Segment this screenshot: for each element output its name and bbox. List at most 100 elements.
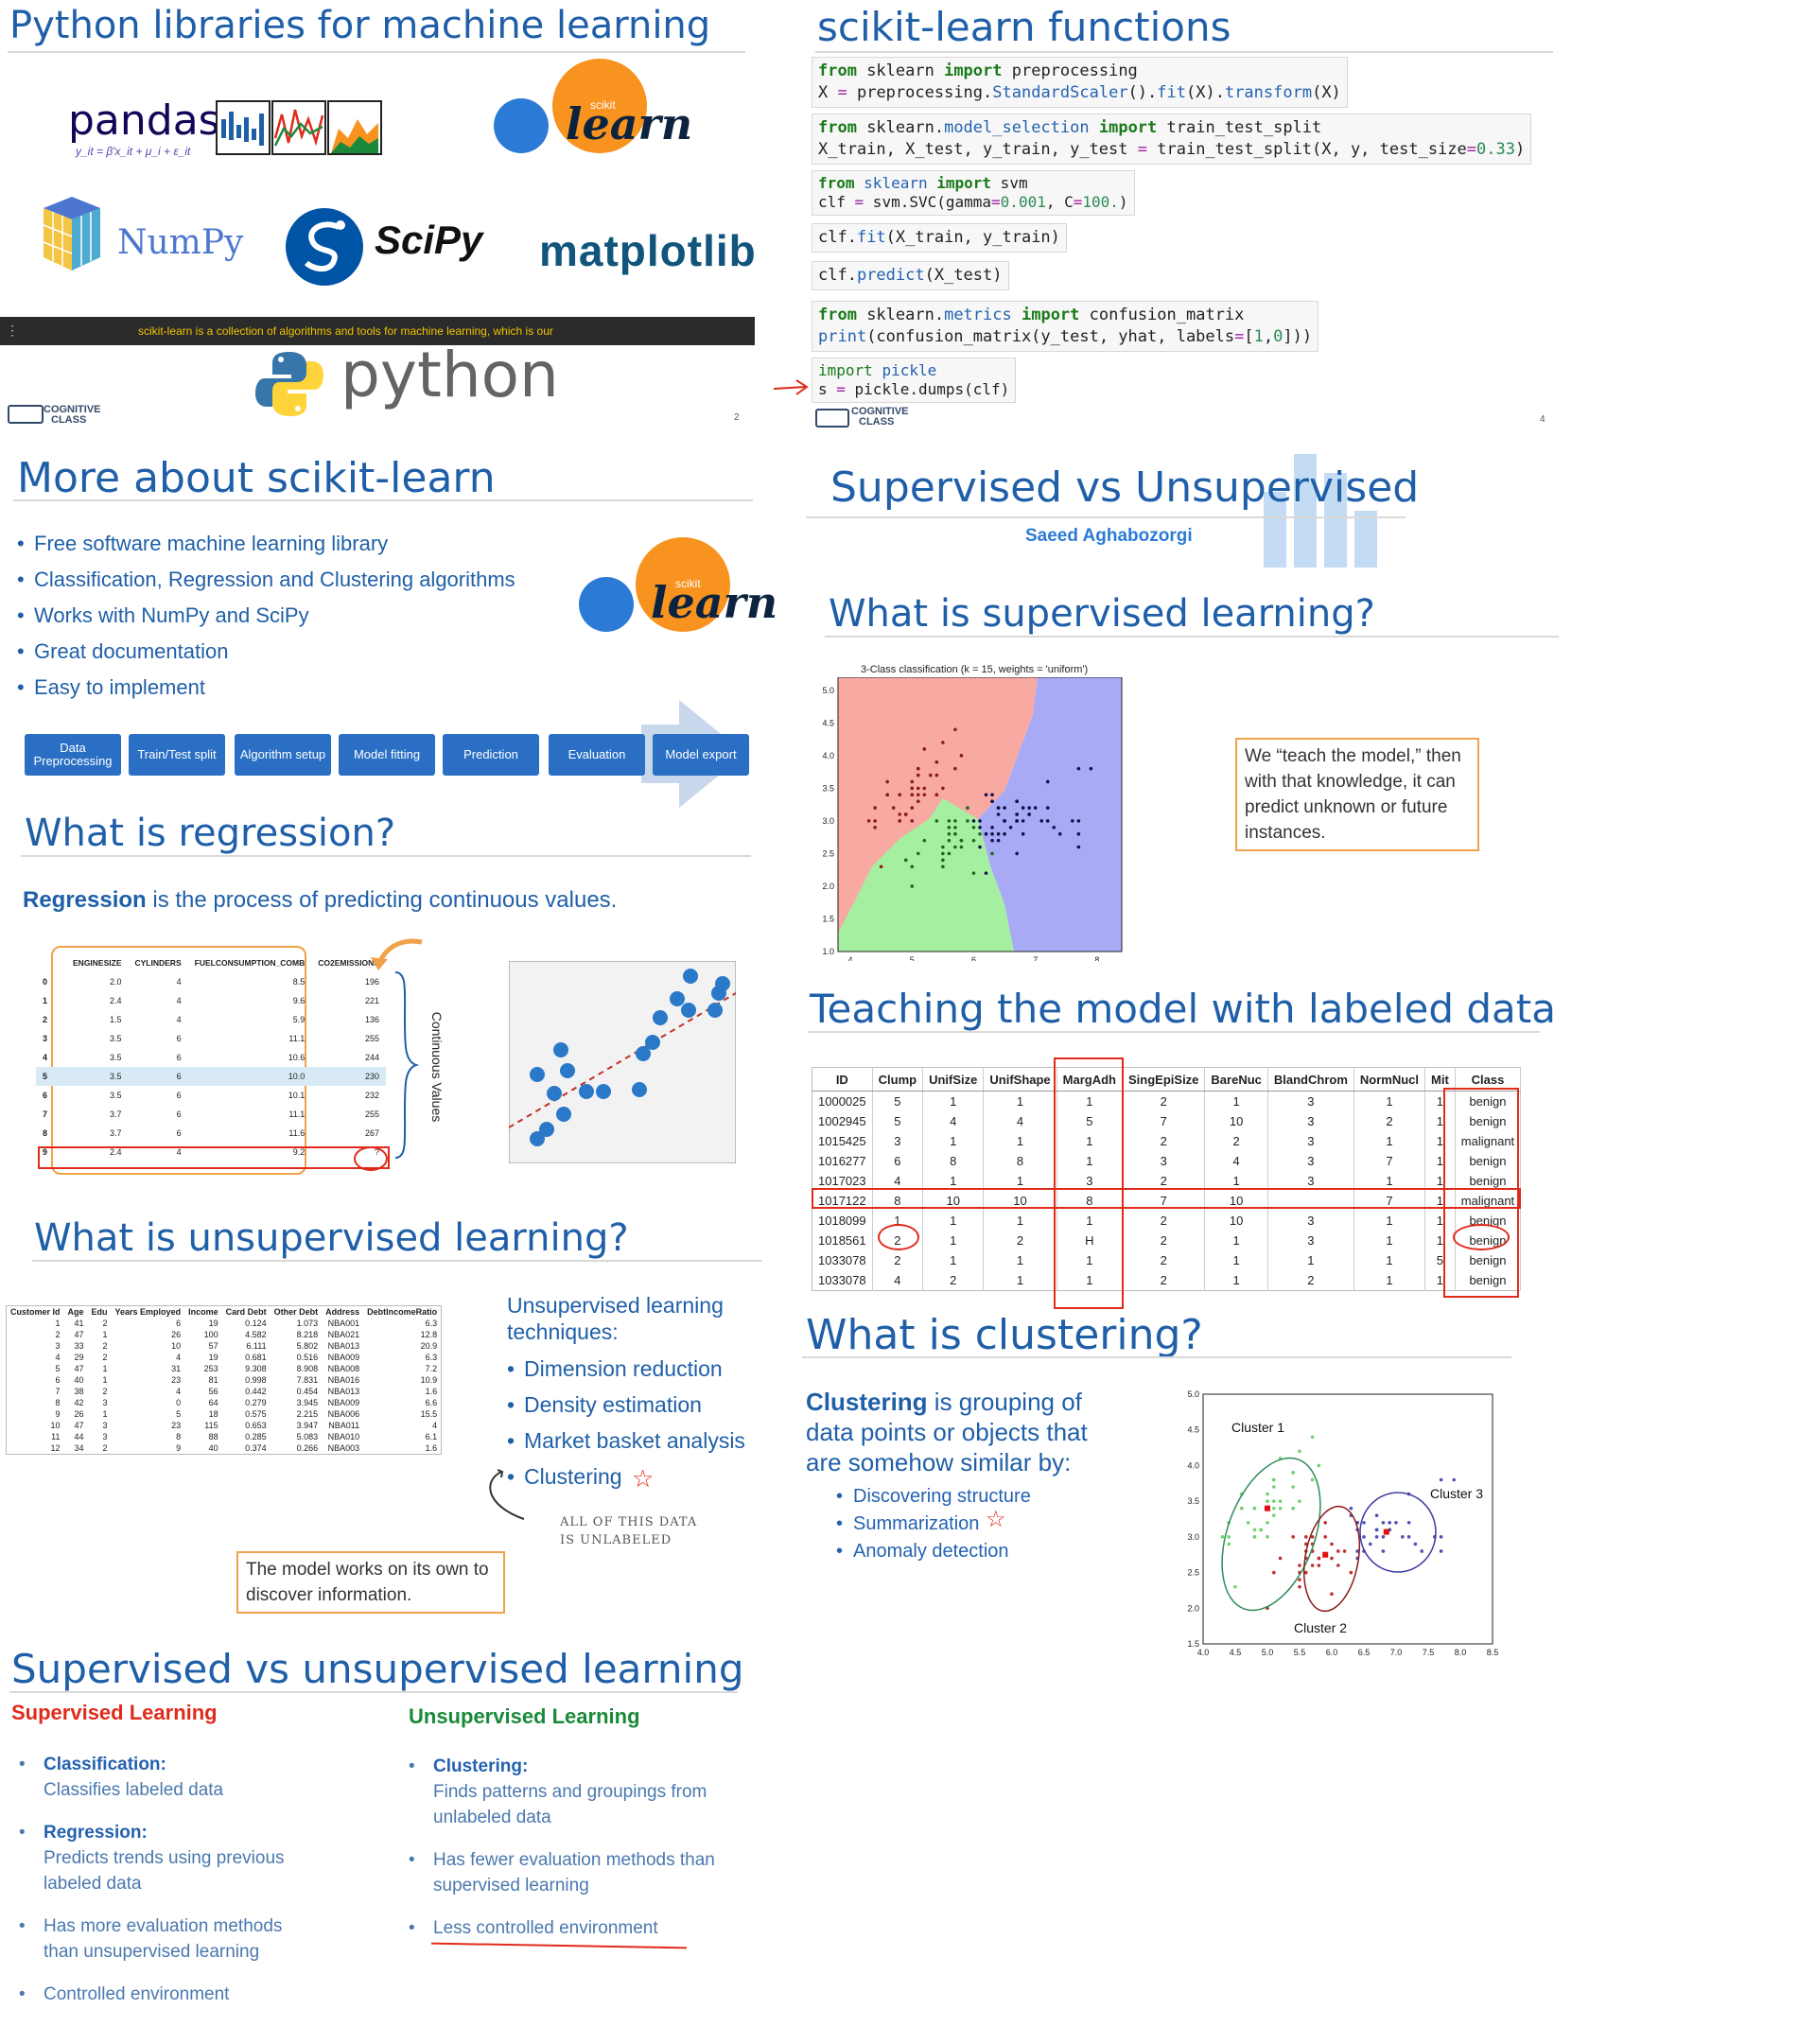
- data-point: [947, 826, 952, 830]
- pandas-logo: pandas y_it = β′x_it + μ_i + ε_it: [68, 96, 220, 158]
- x-tick-label: 8: [1094, 955, 1099, 961]
- table-cell: 6: [55, 1375, 61, 1385]
- data-point: [910, 779, 915, 784]
- table-cell: 2: [1353, 1111, 1426, 1131]
- table-cell: 3: [55, 1341, 61, 1351]
- chart-title: 3-Class classification (k = 15, weights …: [861, 664, 1089, 675]
- data-point: [873, 806, 877, 810]
- cluster-label: Cluster 1: [1231, 1420, 1284, 1435]
- table-cell: benign: [1455, 1171, 1522, 1191]
- table-row: 5 3.5 6 10.0 230: [36, 1067, 386, 1086]
- column-header: CO2EMISSIONS: [318, 958, 379, 968]
- table-cell: 1: [922, 1171, 985, 1191]
- x-tick-label: 5.0: [1262, 1648, 1274, 1657]
- column-header: Mit: [1424, 1067, 1456, 1092]
- table-cell: 8.218: [296, 1330, 319, 1339]
- sklearn-big-text: learn: [566, 98, 693, 149]
- table-row: 6 40 1 23 81 0.998 7.831 NBA016 10.9: [7, 1374, 442, 1386]
- x-tick-label: 4: [848, 955, 853, 961]
- menu-dots-icon[interactable]: ⋮: [6, 323, 19, 338]
- data-point: [1266, 1499, 1269, 1503]
- data-point: [1452, 1477, 1456, 1482]
- table-row: 1017122 8 10 10 8 7 10 7 1 malignant: [812, 1191, 1522, 1211]
- pipeline-step: Model fitting: [339, 734, 435, 776]
- data-point: [1246, 1520, 1250, 1525]
- data-point: [1310, 1477, 1315, 1482]
- table-cell: 4: [176, 1353, 182, 1362]
- data-point: [1439, 1535, 1443, 1539]
- pandas-charts-icon: [216, 100, 382, 155]
- table-cell: benign: [1455, 1250, 1522, 1270]
- table-cell: 0.653: [245, 1421, 267, 1430]
- table-cell: 1: [1204, 1250, 1268, 1270]
- data-point: [1388, 1520, 1391, 1525]
- data-point: [953, 819, 957, 823]
- column-header: SingEpiSize: [1122, 1067, 1206, 1092]
- y-tick-label: 2.0: [1187, 1603, 1199, 1613]
- table-cell: 4: [983, 1111, 1057, 1131]
- data-point: [1266, 1492, 1269, 1496]
- table-cell: NBA008: [327, 1364, 360, 1373]
- cluster-label: Cluster 3: [1430, 1486, 1483, 1501]
- table-cell: 2.0: [109, 977, 122, 987]
- table-cell: 4: [176, 996, 182, 1005]
- data-point: [1272, 1477, 1276, 1482]
- list-item: Has fewer evaluation methods than superv…: [409, 1847, 721, 1898]
- data-point: [1323, 1535, 1327, 1539]
- table-cell: 1: [922, 1250, 985, 1270]
- table-cell: 2: [872, 1250, 924, 1270]
- table-cell: 8: [55, 1398, 61, 1407]
- list-item: Discovering structure: [836, 1483, 1031, 1511]
- data-point: [941, 865, 945, 869]
- unknown-value-circle: [354, 1146, 388, 1171]
- column-header: Card Debt: [225, 1307, 267, 1317]
- data-point: [934, 793, 939, 797]
- data-point: [922, 838, 927, 843]
- table-row: 1018561 2 1 2 H 2 1 3 1 1 benign: [812, 1231, 1522, 1250]
- table-cell: 2: [1122, 1091, 1206, 1111]
- table-cell: 6: [128, 1067, 188, 1086]
- table-cell: 3.947: [296, 1421, 319, 1430]
- handwritten-line-1: ALL OF THIS DATA: [560, 1515, 698, 1529]
- data-point: [996, 806, 1001, 810]
- data-point: [1003, 819, 1006, 823]
- data-point: [1045, 806, 1050, 810]
- table-cell: 3: [1267, 1171, 1354, 1191]
- data-point: [1015, 819, 1019, 823]
- table-cell: 9.6: [292, 996, 306, 1005]
- data-point: [996, 838, 1001, 843]
- table-cell: 11.1: [288, 1034, 306, 1043]
- data-point: [934, 760, 939, 764]
- scipy-icon: [286, 208, 363, 286]
- table-row: 9 26 1 5 18 0.575 2.215 NBA006 15.5: [7, 1408, 442, 1420]
- table-cell: 0: [176, 1398, 182, 1407]
- table-cell: 7.831: [296, 1375, 319, 1385]
- item-text: Has fewer evaluation methods than superv…: [433, 1850, 715, 1896]
- unsupervised-list: Clustering: Finds patterns and groupings …: [409, 1754, 721, 1958]
- data-point: [990, 851, 994, 856]
- data-point: [916, 773, 920, 777]
- title-rule: [8, 51, 745, 53]
- table-cell: 10: [50, 1421, 61, 1430]
- table-cell: 2: [922, 1270, 985, 1291]
- y-tick-label: 3.0: [1187, 1532, 1199, 1542]
- item-heading: Regression:: [44, 1823, 148, 1843]
- table-cell: 1: [1204, 1091, 1268, 1111]
- table-cell: 5.9: [292, 1015, 306, 1024]
- data-point: [910, 806, 915, 810]
- table-cell: 7: [1353, 1191, 1426, 1211]
- table-cell: NBA003: [327, 1443, 360, 1453]
- regression-lead: Regression is the process of predicting …: [23, 887, 617, 914]
- slide-title: scikit-learn functions: [817, 4, 1231, 50]
- y-tick-label: 2.5: [1187, 1568, 1199, 1578]
- data-point: [1021, 806, 1025, 810]
- table-cell: 1: [983, 1211, 1057, 1231]
- data-point: [1298, 1449, 1301, 1454]
- table-row: 1000025 5 1 1 1 2 1 3 1 1 benign: [812, 1091, 1522, 1111]
- list-item: Density estimation: [507, 1387, 745, 1423]
- pipeline-step: Train/Test split: [129, 734, 225, 776]
- data-point: [1298, 1584, 1301, 1589]
- slide-title: Teaching the model with labeled data: [810, 986, 1556, 1032]
- table-cell: 2: [1122, 1270, 1206, 1291]
- data-point: [1381, 1520, 1386, 1525]
